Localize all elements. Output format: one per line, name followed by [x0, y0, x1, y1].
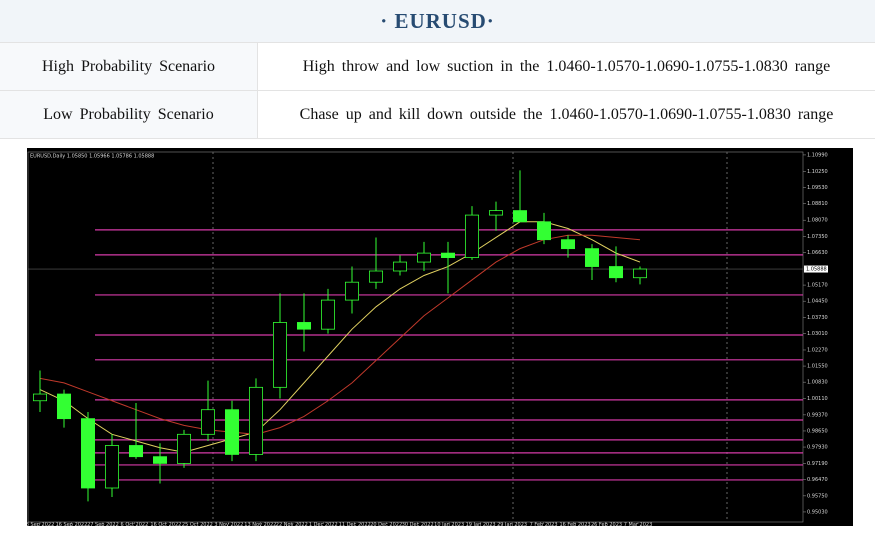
y-tick-label: 1.04450: [807, 299, 828, 305]
table-cell: High Probability Scenario: [0, 42, 258, 91]
x-tick-label: 11 Dec 2022: [339, 522, 371, 526]
candle-body: [609, 266, 624, 279]
candle-body: [392, 261, 407, 272]
candle-body: [105, 445, 120, 489]
x-tick-label: 16 Oct 2022: [150, 522, 181, 526]
x-tick-label: 7 Mar 2023: [624, 522, 653, 526]
candle-body: [585, 248, 600, 267]
x-tick-label: 7 Feb 2023: [530, 522, 558, 526]
y-tick-label: 1.03010: [807, 331, 828, 337]
candle-body: [153, 456, 168, 464]
y-tick-label: 0.99370: [807, 412, 828, 418]
x-tick-label: 26 Feb 2023: [591, 522, 622, 526]
x-tick-label: 10 Jan 2023: [434, 522, 464, 526]
y-tick-label: 1.08070: [807, 218, 828, 224]
candle-body: [176, 433, 191, 464]
candle-body: [633, 268, 648, 279]
last-price-label: 1.05888: [806, 267, 827, 273]
x-tick-label: 13 Nov 2022: [244, 522, 276, 526]
x-tick-label: 27 Sep 2022: [87, 522, 119, 526]
y-tick-label: 1.10250: [807, 169, 828, 175]
candle-body: [320, 299, 335, 330]
candle-body: [512, 210, 527, 223]
y-tick-label: 0.96470: [807, 477, 828, 483]
y-tick-label: 1.00830: [807, 380, 828, 386]
candle-body: [248, 386, 263, 455]
x-tick-label: 3 Nov 2022: [214, 522, 243, 526]
y-tick-label: 0.97930: [807, 445, 828, 451]
table-row: High Probability Scenario High throw and…: [0, 42, 875, 91]
last-price-box: [804, 265, 828, 273]
y-tick-label: 1.08810: [807, 201, 828, 207]
y-tick-label: 0.95030: [807, 509, 828, 515]
chart-background: [27, 148, 853, 526]
x-tick-label: 16 Sep 2022: [56, 522, 88, 526]
x-tick-label: 16 Feb 2023: [559, 522, 590, 526]
candle-body: [56, 393, 71, 420]
y-tick-label: 1.00110: [807, 396, 828, 402]
table-cell: High throw and low suction in the 1.0460…: [257, 42, 875, 91]
y-tick-label: 1.09530: [807, 185, 828, 191]
y-tick-label: 1.07350: [807, 234, 828, 240]
candle-body: [536, 221, 551, 241]
table-cell: Chase up and kill down outside the 1.046…: [257, 90, 875, 139]
candle-body: [344, 281, 359, 301]
candle-body: [224, 409, 239, 455]
moving-average: [39, 234, 641, 435]
scenario-table: High Probability Scenario High throw and…: [0, 42, 875, 139]
x-tick-label: 20 Dec 2022: [370, 522, 402, 526]
y-tick-label: 1.03730: [807, 315, 828, 321]
candle-body: [129, 445, 144, 458]
x-tick-label: 19 Jan 2023: [466, 522, 496, 526]
x-tick-label: 8 Sep 2022: [27, 522, 54, 526]
plot-frame: [27, 151, 804, 523]
candle-body: [440, 252, 455, 258]
x-tick-label: 1 Dec 2022: [309, 522, 338, 526]
candle-body: [416, 252, 431, 263]
y-tick-label: 1.02270: [807, 347, 828, 353]
chart-info: EURUSD,Daily 1.05850 1.05966 1.05786 1.0…: [30, 154, 154, 160]
y-tick-label: 0.98650: [807, 428, 828, 434]
y-tick-label: 1.01550: [807, 364, 828, 370]
x-tick-label: 25 Oct 2022: [182, 522, 213, 526]
candle-body: [296, 322, 311, 330]
table-row: Low Probability Scenario Chase up and ki…: [0, 90, 875, 139]
candle-body: [272, 322, 287, 388]
y-tick-label: 0.95750: [807, 493, 828, 499]
candle-body: [488, 210, 503, 216]
x-tick-label: 6 Oct 2022: [121, 522, 149, 526]
candle-body: [81, 418, 96, 489]
y-tick-label: 1.10990: [807, 152, 828, 158]
price-chart: EURUSD,Daily 1.05850 1.05966 1.05786 1.0…: [27, 148, 853, 526]
candle-body: [464, 214, 479, 258]
x-tick-label: 29 Jan 2023: [497, 522, 527, 526]
table-cell: Low Probability Scenario: [0, 90, 258, 139]
x-tick-label: 22 Nov 2022: [276, 522, 308, 526]
candle-body: [561, 239, 576, 250]
candle-body: [200, 409, 215, 435]
y-tick-label: 0.97190: [807, 461, 828, 467]
page-title: · EURUSD·: [0, 0, 875, 42]
x-tick-label: 30 Dec 2022: [402, 522, 434, 526]
candle-body: [368, 270, 383, 283]
y-tick-label: 1.06630: [807, 250, 828, 256]
candle-body: [33, 393, 47, 402]
y-tick-label: 1.05170: [807, 283, 828, 289]
